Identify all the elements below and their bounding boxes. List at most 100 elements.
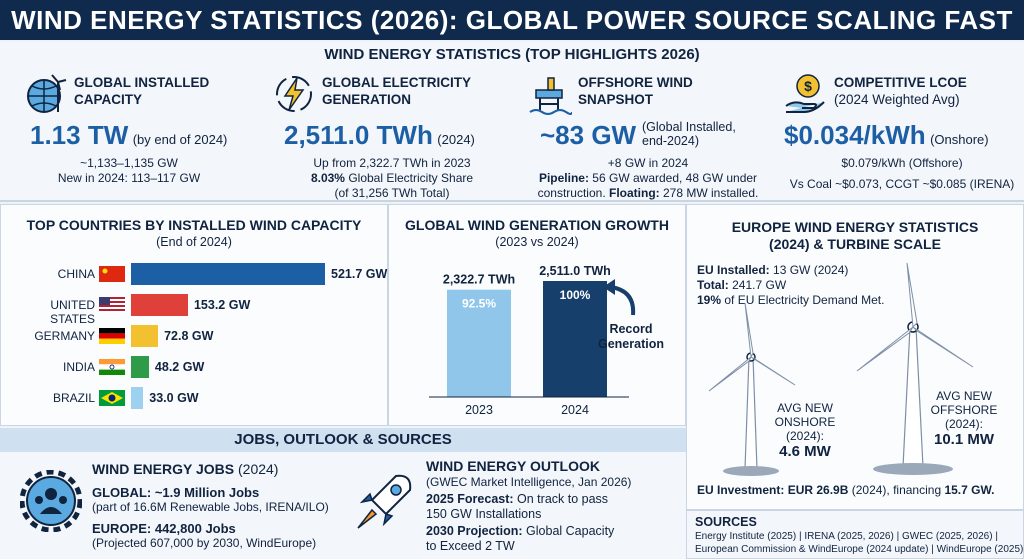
country-value: 72.8 GW [164, 329, 214, 343]
offshore-label: AVG NEW OFFSHORE (2024): 10.1 MW [919, 389, 1009, 449]
offshore-suffix: (Global Installed, end-2024) [642, 120, 736, 148]
eu-investment-gw: 15.7 GW. [944, 483, 995, 497]
onshore-turbine-icon [708, 302, 796, 476]
generation-card: GLOBAL ELECTRICITY GENERATION 2,511.0 TW… [272, 72, 512, 200]
jobs-title: WIND ENERGY JOBS (2024) [92, 462, 278, 477]
offshore-line1: +8 GW in 2024 [607, 156, 689, 170]
lcoe-card: $ COMPETITIVE LCOE (2024 Weighted Avg) $… [784, 72, 1020, 200]
growth-bar [447, 289, 511, 397]
offshore-title: OFFSHORE WIND SNAPSHOT [578, 74, 693, 108]
country-name: BRAZIL [52, 391, 95, 405]
growth-year-label: 2024 [561, 403, 589, 417]
country-value: 521.7 GW [331, 267, 388, 281]
record-note-line1: Record [609, 322, 652, 336]
generation-suffix: (2024) [437, 132, 475, 147]
onshore-label-line3: (2024): [785, 429, 825, 443]
country-name: UNITED STATES [50, 298, 95, 326]
outlook-projection-text2: to Exceed 2 TW [426, 539, 515, 553]
offshore-title-line2: SNAPSHOT [578, 92, 654, 107]
highlights-section: WIND ENERGY STATISTICS (TOP HIGHLIGHTS 2… [0, 42, 1024, 202]
offshore-floating-text: 278 MW installed. [659, 186, 759, 200]
offshore-label-line1: AVG NEW [936, 389, 992, 403]
outlook-projection-label: 2030 Projection: [426, 524, 523, 538]
highlights-title: WIND ENERGY STATISTICS (TOP HIGHLIGHTS 2… [324, 46, 700, 63]
jobs-europe-sub: (Projected 607,000 by 2030, WindEurope) [92, 536, 317, 550]
country-name: GERMANY [34, 329, 95, 343]
country-row: GERMANY 72.8 GW [1, 325, 389, 347]
offshore-label-line3: (2024): [944, 417, 984, 431]
lcoe-line1: $0.079/kWh (Offshore) [841, 156, 963, 170]
eu-investment-text: (2024), financing [848, 483, 945, 497]
countries-subtitle: (End of 2024) [156, 235, 232, 249]
growth-title: GLOBAL WIND GENERATION GROWTH [405, 217, 669, 233]
jobs-title-text: WIND ENERGY JOBS [92, 461, 235, 477]
generation-share-label: Global Electricity Share [344, 171, 474, 185]
onshore-label-line1: AVG NEW [777, 401, 833, 415]
country-bar [131, 325, 159, 347]
growth-bar-label: 2,511.0 TWh [539, 264, 611, 278]
generation-title: GLOBAL ELECTRICITY GENERATION [322, 74, 471, 108]
record-arrowhead-icon [603, 279, 615, 295]
offshore-label-line2: OFFSHORE [930, 403, 998, 417]
capacity-title: GLOBAL INSTALLED CAPACITY [74, 74, 209, 108]
country-flag-icon [99, 390, 125, 406]
turbines-illustration [708, 262, 974, 476]
eu-total-value: 241.7 GW [728, 278, 787, 292]
country-flag-icon [99, 328, 125, 344]
offshore-pipeline-text: 56 GW awarded, 48 GW under [588, 171, 758, 185]
outlook-forecast-label: 2025 Forecast: [426, 492, 514, 506]
country-value: 153.2 GW [193, 298, 251, 312]
country-name: INDIA [62, 360, 95, 374]
country-name: CHINA [57, 267, 95, 281]
countries-panel: TOP COUNTRIES BY INSTALLED WIND CAPACITY… [0, 204, 388, 426]
generation-line1: Up from 2,322.7 TWh in 2023 [313, 156, 471, 170]
globe-turbine-icon [27, 74, 67, 113]
eu-share-label: of EU Electricity Demand Met. [721, 293, 885, 307]
europe-panel: EUROPE WIND ENERGY STATISTICS (2024) & T… [686, 204, 1024, 510]
country-bar [131, 294, 188, 316]
sources-panel: SOURCES Energy Institute (2025) | IRENA … [686, 510, 1024, 559]
lightning-icon [276, 76, 312, 112]
country-row: INDIA 48.2 GW [1, 356, 389, 378]
jobs-section-title: JOBS, OUTLOOK & SOURCES [0, 428, 686, 452]
outlook-forecast: 2025 Forecast: On track to pass 150 GW I… [426, 492, 608, 522]
generation-value: 2,511.0 TWh (2024) [284, 120, 475, 151]
offshore-floating-label: Floating: [609, 186, 660, 200]
europe-title-line1: EUROPE WIND ENERGY STATISTICS [731, 219, 979, 235]
page-title: WIND ENERGY STATISTICS (2026): GLOBAL PO… [0, 0, 1024, 40]
jobs-europe: EUROPE: 442,800 Jobs [92, 521, 236, 536]
country-bar [131, 356, 149, 378]
country-value: 48.2 GW [154, 360, 205, 374]
lcoe-value: $0.034/kWh (Onshore) [784, 120, 989, 151]
generation-details: Up from 2,322.7 TWh in 2023 8.03% Global… [272, 156, 512, 201]
offshore-value: ~83 GW [540, 120, 636, 151]
lcoe-details: $0.079/kWh (Offshore) Vs Coal ~$0.073, C… [784, 156, 1020, 192]
outlook-forecast-text: On track to pass [513, 492, 609, 506]
dollar-hand-icon: $ [785, 74, 825, 113]
lcoe-title-line1: COMPETITIVE LCOE [834, 75, 967, 90]
lcoe-title-line2: (2024 Weighted Avg) [834, 92, 960, 107]
gear-people-icon [20, 470, 82, 532]
offshore-title-line1: OFFSHORE WIND [578, 75, 693, 90]
outlook-projection-text: Global Capacity [522, 524, 615, 538]
offshore-suffix-line2: end-2024) [642, 134, 699, 148]
growth-bar-pct: 100% [560, 288, 591, 302]
offshore-card: OFFSHORE WIND SNAPSHOT ~83 GW (Global In… [528, 72, 768, 200]
lcoe-suffix: (Onshore) [930, 132, 989, 147]
generation-number: 2,511.0 TWh [284, 120, 433, 150]
sources-title: SOURCES [695, 515, 757, 529]
growth-bar-pct: 92.5% [462, 297, 496, 311]
country-bar [131, 263, 325, 285]
capacity-value: 1.13 TW (by end of 2024) [30, 120, 227, 151]
eu-total-label: Total: [697, 278, 729, 292]
europe-title-line2: (2024) & TURBINE SCALE [769, 236, 941, 252]
growth-year-label: 2023 [465, 403, 493, 417]
offshore-details: +8 GW in 2024 Pipeline: 56 GW awarded, 4… [528, 156, 768, 201]
eu-investment-label: EU Investment: [697, 483, 785, 497]
country-row: BRAZIL 33.0 GW [1, 387, 389, 409]
country-flag-icon [99, 266, 125, 282]
country-value: 33.0 GW [149, 391, 199, 405]
capacity-details: ~1,133–1,135 GW New in 2024: 113–117 GW [24, 156, 234, 186]
capacity-line1: ~1,133–1,135 GW [80, 156, 178, 170]
jobs-global-sub: (part of 16.6M Renewable Jobs, IRENA/ILO… [92, 500, 329, 514]
